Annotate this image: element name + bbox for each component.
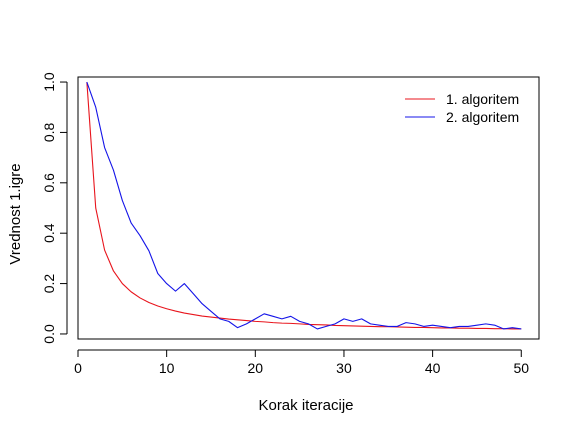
x-tick-label: 0 xyxy=(74,360,82,376)
y-tick-label: 0.2 xyxy=(41,274,57,294)
y-axis: 0.0 0.2 0.4 0.6 0.8 1.0 xyxy=(41,72,67,344)
x-axis-label: Korak iteracije xyxy=(258,397,353,414)
y-tick-label: 0.6 xyxy=(41,173,57,193)
y-tick-label: 0.4 xyxy=(41,223,57,243)
legend: 1. algoritem 2. algoritem xyxy=(405,91,519,125)
y-tick-label: 0.8 xyxy=(41,122,57,142)
x-tick-label: 20 xyxy=(248,360,264,376)
y-tick-label: 0.0 xyxy=(41,324,57,344)
legend-label-1: 1. algoritem xyxy=(446,91,519,107)
x-tick-label: 30 xyxy=(336,360,352,376)
x-axis: 0 10 20 30 40 50 xyxy=(74,350,529,376)
x-tick-label: 40 xyxy=(425,360,441,376)
x-tick-label: 10 xyxy=(159,360,175,376)
x-tick-label: 50 xyxy=(513,360,529,376)
legend-label-2: 2. algoritem xyxy=(446,109,519,125)
y-axis-label: Vrednost 1.igre xyxy=(7,163,24,264)
y-tick-label: 1.0 xyxy=(41,72,57,92)
